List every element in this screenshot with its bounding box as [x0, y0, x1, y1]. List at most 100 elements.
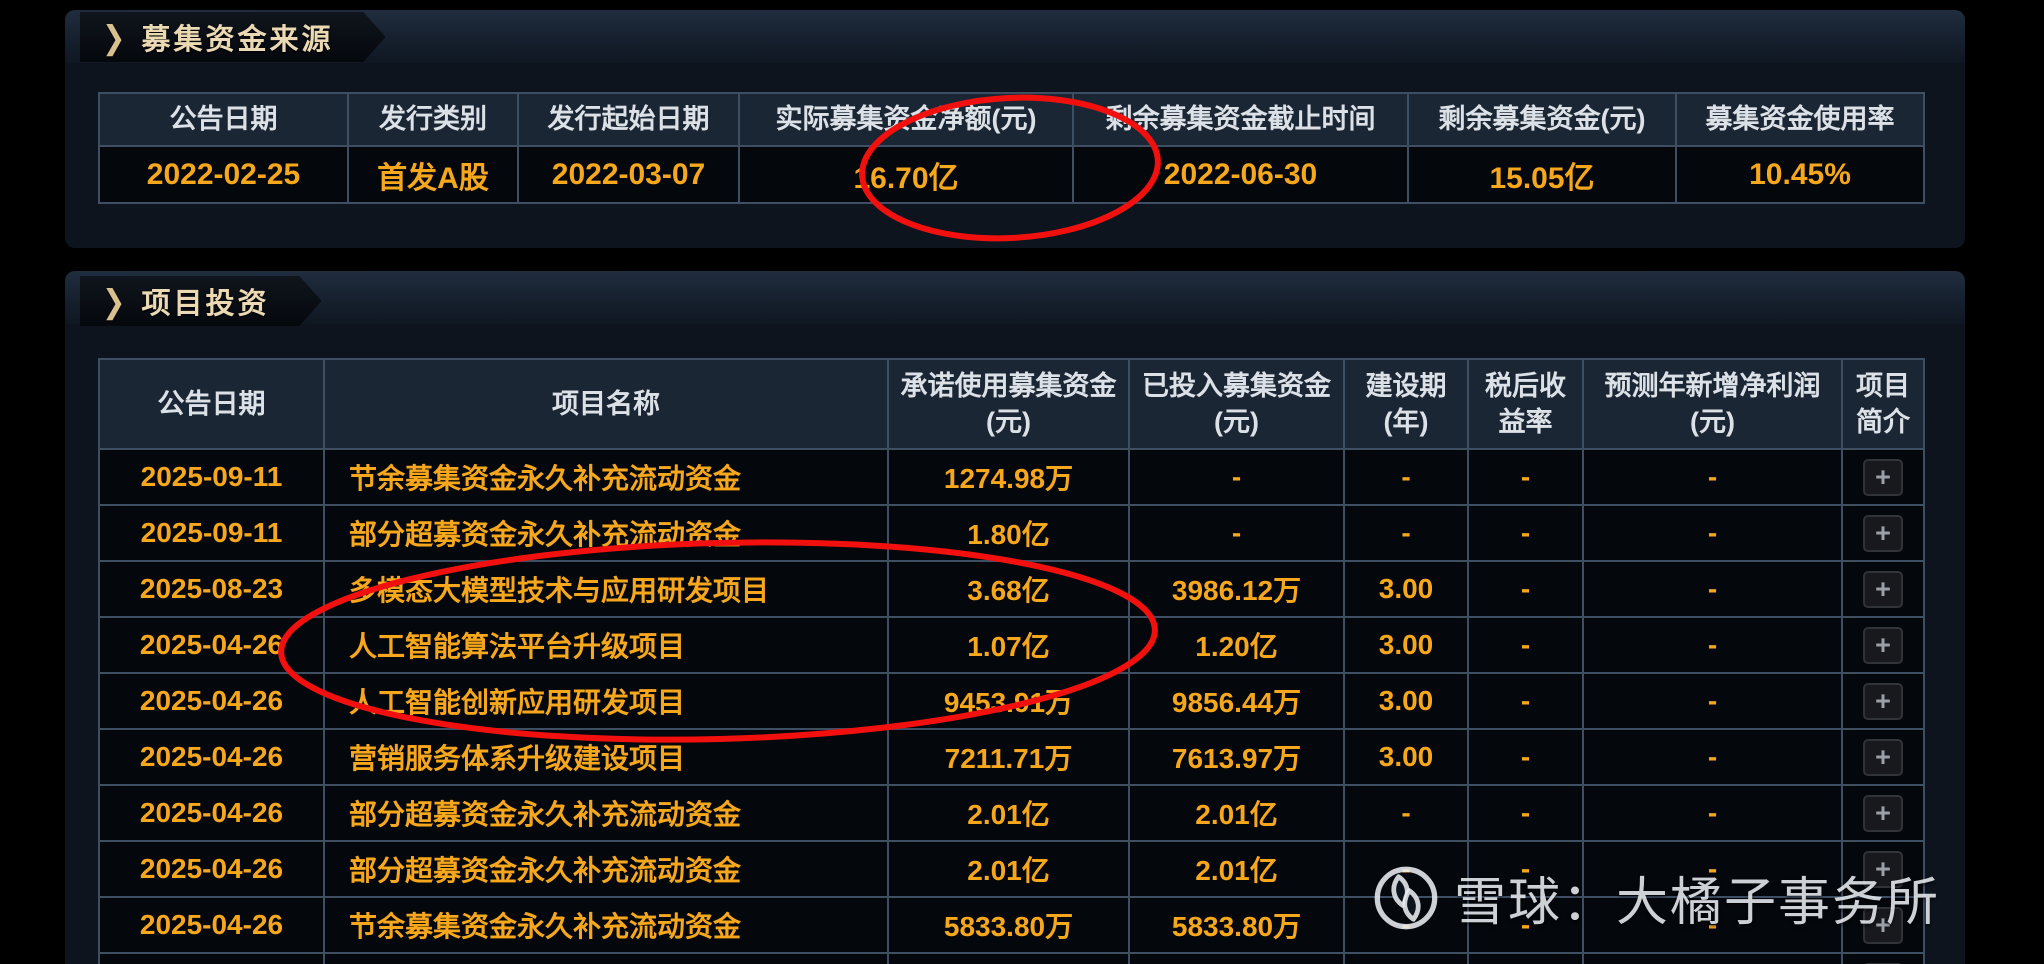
- expand-project-button[interactable]: +: [1863, 514, 1903, 552]
- chevron-right-icon: ❯: [102, 283, 126, 319]
- table-cell: -: [1582, 504, 1843, 562]
- column-header: 剩余募集资金(元): [1407, 92, 1677, 147]
- table-cell: 2.01亿: [887, 840, 1130, 898]
- table-cell: -: [1467, 504, 1584, 562]
- table-cell: 15.05亿: [1407, 145, 1677, 204]
- table-cell: -: [1467, 896, 1584, 954]
- fundraising-source-table: 公告日期 发行类别 发行起始日期 实际募集资金净额(元) 剩余募集资金截止时间 剩余募集资…: [98, 92, 1925, 204]
- table-cell: 1.20亿: [1128, 616, 1345, 674]
- table-cell: -: [1582, 840, 1843, 898]
- project-detail-cell: +: [1841, 952, 1925, 964]
- project-detail-cell: +: [1841, 840, 1925, 898]
- table-row: 2025-04-26 营销服务体系升级建设项目 7211.71万 7613.97万 3.…: [98, 728, 1925, 786]
- project-detail-cell: +: [1841, 448, 1925, 506]
- table-row: 2025-04-26 人工智能创新应用研发项目 9453.91万 9856.44万 3.…: [98, 672, 1925, 730]
- column-header: 发行类别: [347, 92, 519, 147]
- xueqiu-logo-icon: [1374, 866, 1438, 929]
- table-cell: 节余募集资金永久补充流动资金: [323, 448, 889, 506]
- table-cell: -: [1467, 784, 1584, 842]
- table-cell: 1274.98万: [887, 448, 1130, 506]
- column-header: 募集资金使用率: [1675, 92, 1925, 147]
- table-cell: -: [1467, 448, 1584, 506]
- table-cell: 营销服务体系升级建设项目: [323, 728, 889, 786]
- column-header: 实际募集资金净额(元): [738, 92, 1074, 147]
- table-cell: 2.01亿: [887, 784, 1130, 842]
- table-cell: -: [1343, 504, 1469, 562]
- column-header: 项目简介: [1841, 358, 1925, 450]
- table-row: 2025-08-23 多模态大模型技术与应用研发项目 3.68亿 3986.12万 3.…: [98, 560, 1925, 618]
- column-header: 项目名称: [323, 358, 889, 450]
- table-cell: [1582, 952, 1843, 964]
- table-row: 2025-09-11 节余募集资金永久补充流动资金 1274.98万 - - - - +: [98, 448, 1925, 506]
- table-cell: 部分超募资金永久补充流动资金: [323, 840, 889, 898]
- expand-project-button[interactable]: +: [1863, 906, 1903, 944]
- table-cell: [1343, 952, 1469, 964]
- table-cell: 2025-04-26: [98, 784, 325, 842]
- section-title: 项目投资: [141, 288, 270, 320]
- project-detail-cell: +: [1841, 784, 1925, 842]
- table-cell: 3986.12万: [1128, 560, 1345, 618]
- expand-project-button[interactable]: +: [1863, 682, 1903, 720]
- expand-project-button[interactable]: +: [1863, 626, 1903, 664]
- section-tab-project-investment[interactable]: ❯ 项目投资: [80, 276, 321, 326]
- table-cell: 3.00: [1343, 728, 1469, 786]
- table-cell: [323, 952, 889, 964]
- expand-project-button[interactable]: +: [1863, 570, 1903, 608]
- expand-project-button[interactable]: +: [1863, 850, 1903, 888]
- project-detail-cell: +: [1841, 728, 1925, 786]
- table-cell: 1.80亿: [887, 504, 1130, 562]
- table-cell: -: [1467, 672, 1584, 730]
- table-cell: 2022-06-30: [1072, 145, 1409, 204]
- expand-project-button[interactable]: +: [1863, 738, 1903, 776]
- table-cell: -: [1582, 560, 1843, 618]
- table-cell: 2.01亿: [1128, 784, 1345, 842]
- table-cell: 人工智能算法平台升级项目: [323, 616, 889, 674]
- watermark: 雪球：大橘子事务所: [1372, 860, 1940, 935]
- table-cell: -: [1343, 448, 1469, 506]
- project-detail-cell: +: [1841, 616, 1925, 674]
- table-cell: 10.45%: [1675, 145, 1925, 204]
- table-cell: 7211.71万: [887, 728, 1130, 786]
- table-cell: [1467, 952, 1584, 964]
- section-tab-fundraising-source[interactable]: ❯ 募集资金来源: [80, 12, 385, 62]
- table-row: 2025-04-26 节余募集资金永久补充流动资金 5833.80万 5833.80万…: [98, 896, 1925, 954]
- project-detail-cell: +: [1841, 672, 1925, 730]
- section-title: 募集资金来源: [141, 24, 334, 56]
- table-cell: 5833.80万: [887, 896, 1130, 954]
- table-cell: -: [1128, 448, 1345, 506]
- table-cell: [98, 952, 325, 964]
- table-cell: -: [1343, 784, 1469, 842]
- table-cell: -: [1467, 616, 1584, 674]
- table-cell: 16.70亿: [738, 145, 1074, 204]
- table-cell: 9453.91万: [887, 672, 1130, 730]
- panel-header-strip: [65, 271, 1965, 324]
- table-cell: 7613.97万: [1128, 728, 1345, 786]
- table-cell: -: [1582, 784, 1843, 842]
- table-cell: 2025-04-26: [98, 672, 325, 730]
- table-cell: 3.00: [1343, 616, 1469, 674]
- table-cell: -: [1582, 896, 1843, 954]
- table-cell: -: [1467, 560, 1584, 618]
- project-detail-cell: +: [1841, 504, 1925, 562]
- table-cell: -: [1467, 728, 1584, 786]
- table-cell: 2022-02-25: [98, 145, 349, 204]
- column-header: 公告日期: [98, 92, 349, 147]
- project-detail-cell: +: [1841, 896, 1925, 954]
- table-cell: 部分超募资金永久补充流动资金: [323, 784, 889, 842]
- table-cell: -: [1467, 840, 1584, 898]
- expand-project-button[interactable]: +: [1863, 794, 1903, 832]
- table-cell: -: [1582, 448, 1843, 506]
- table-cell: 3.00: [1343, 672, 1469, 730]
- table-cell: [1128, 952, 1345, 964]
- table-cell: [887, 952, 1130, 964]
- column-header: 承诺使用募集资金(元): [887, 358, 1130, 450]
- table-cell: -: [1582, 616, 1843, 674]
- expand-project-button[interactable]: +: [1863, 458, 1903, 496]
- table-cell: 部分超募资金永久补充流动资金: [323, 504, 889, 562]
- table-cell: -: [1128, 504, 1345, 562]
- table-cell: 2025-08-23: [98, 560, 325, 618]
- column-header: 发行起始日期: [517, 92, 740, 147]
- table-cell: 2025-04-26: [98, 840, 325, 898]
- table-cell: 首发A股: [347, 145, 519, 204]
- column-header: 预测年新增净利润(元): [1582, 358, 1843, 450]
